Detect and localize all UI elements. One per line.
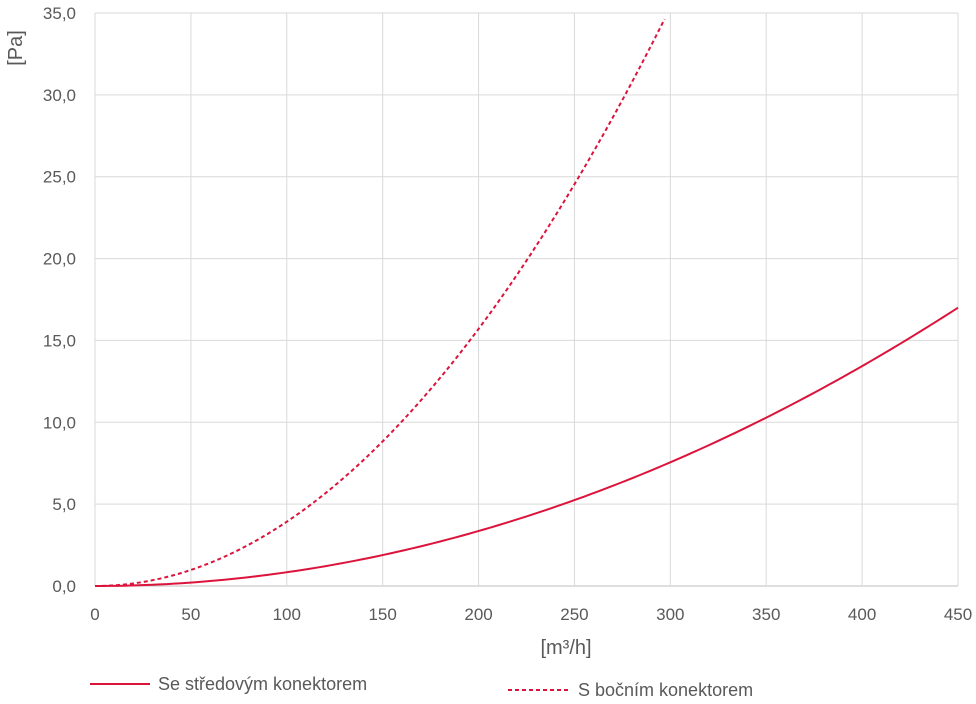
legend: Se středovým konektorem S bočním konekto…: [90, 674, 753, 700]
y-tick-label: 5,0: [52, 495, 76, 514]
y-axis-ticks: 0,0 5,0 10,0 15,0 20,0 25,0 30,0 35,0: [43, 4, 76, 596]
x-tick-label: 200: [464, 605, 492, 624]
x-tick-label: 100: [273, 605, 301, 624]
grid: [94, 12, 959, 587]
y-tick-label: 25,0: [43, 168, 76, 187]
y-tick-label: 30,0: [43, 86, 76, 105]
x-tick-label: 0: [90, 605, 99, 624]
x-tick-label: 300: [656, 605, 684, 624]
x-axis-title: [m³/h]: [540, 637, 591, 659]
y-axis-title: [Pa]: [5, 30, 27, 66]
x-tick-label: 350: [752, 605, 780, 624]
y-tick-label: 20,0: [43, 250, 76, 269]
x-tick-label: 450: [944, 605, 972, 624]
series-line-solid: [94, 306, 959, 587]
x-tick-label: 250: [560, 605, 588, 624]
y-tick-label: 15,0: [43, 331, 76, 350]
y-tick-label: 0,0: [52, 577, 76, 596]
y-tick-label: 35,0: [43, 4, 76, 23]
series-line-dashed: [94, 18, 666, 587]
x-tick-label: 400: [848, 605, 876, 624]
legend-label-dashed: S bočním konektorem: [578, 680, 753, 700]
x-tick-label: 150: [368, 605, 396, 624]
x-tick-label: 50: [181, 605, 200, 624]
y-tick-label: 10,0: [43, 413, 76, 432]
legend-label-solid: Se středovým konektorem: [158, 674, 367, 694]
series-layer: [94, 18, 959, 587]
x-axis-ticks: 0 50 100 150 200 250 300 350 400 450: [90, 605, 972, 624]
